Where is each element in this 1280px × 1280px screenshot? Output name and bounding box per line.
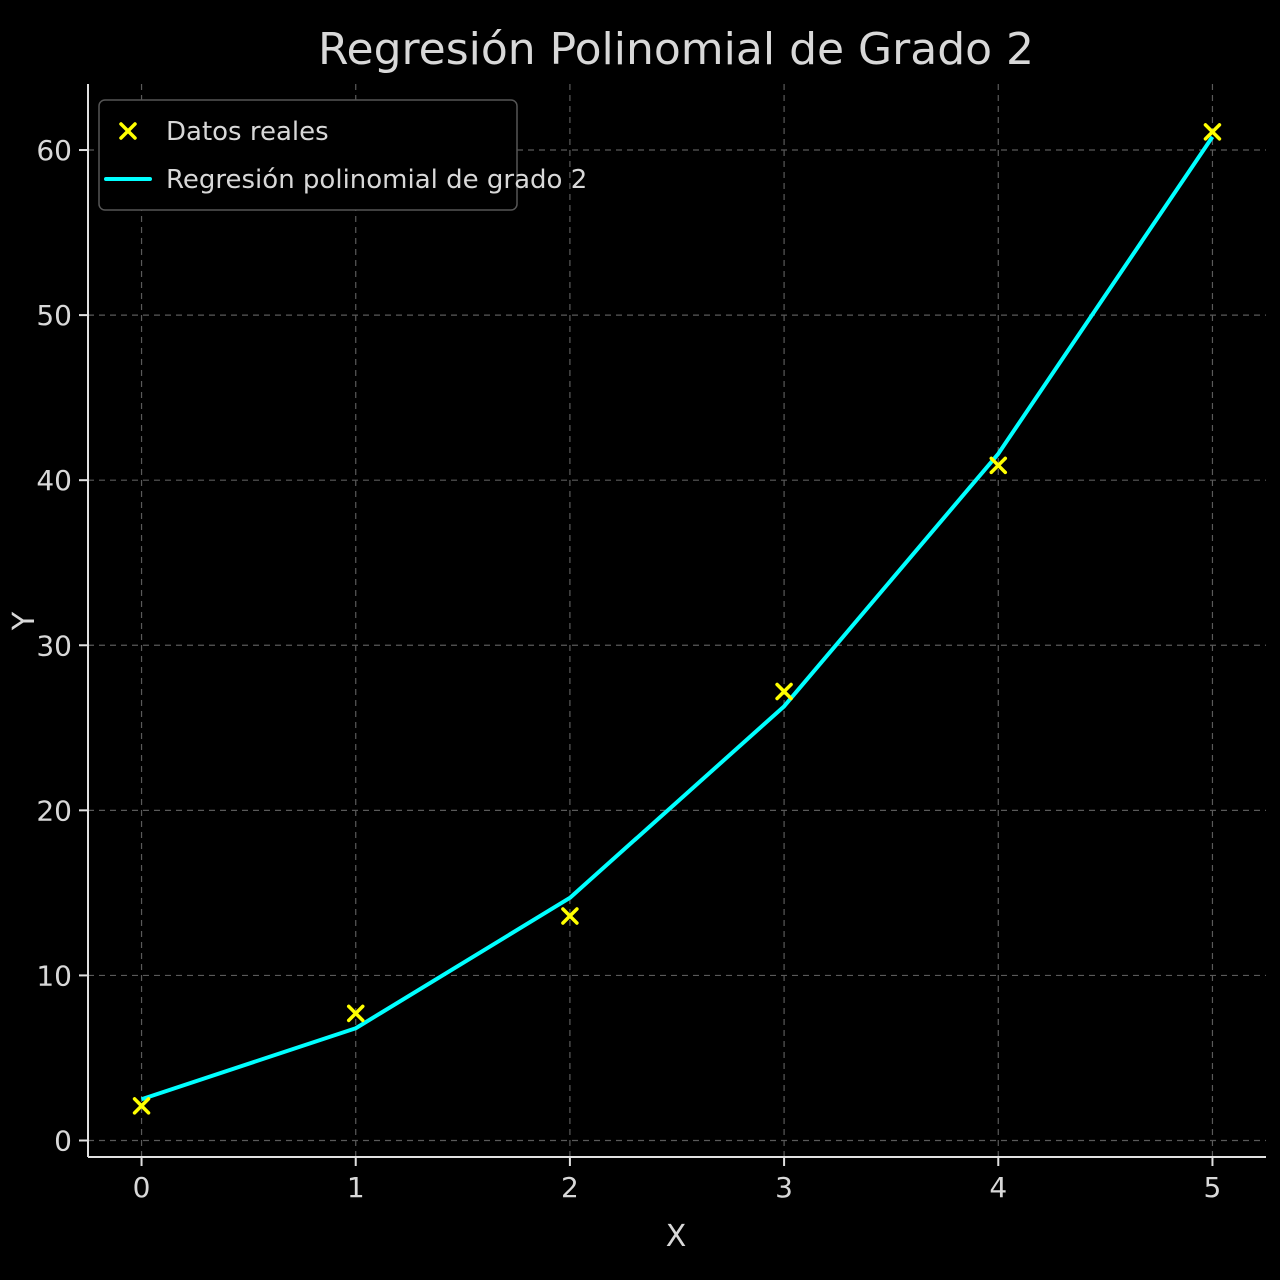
legend-marker-scatter (119, 122, 137, 140)
y-tick-label: 0 (54, 1124, 72, 1157)
data-point (1203, 123, 1222, 141)
y-tick-label: 20 (36, 794, 72, 827)
legend: Datos reales Regresión polinomial de grad… (98, 99, 587, 211)
data-point (989, 456, 1008, 475)
data-point (346, 1004, 365, 1023)
legend-label: Datos reales (166, 117, 329, 147)
y-tick-label: 50 (36, 299, 72, 332)
x-axis-label: X (666, 1219, 687, 1254)
regression-line (140, 135, 1215, 1102)
y-tick-label: 30 (36, 629, 72, 662)
y-tick-label: 40 (36, 464, 72, 497)
y-axis-label: Y (7, 611, 42, 631)
legend-box (98, 99, 518, 211)
x-tick-label: 5 (1204, 1171, 1222, 1204)
grid (88, 84, 1266, 1157)
data-point (132, 1097, 151, 1115)
x-tick-label: 4 (989, 1171, 1007, 1204)
data-point (775, 682, 793, 701)
x-tick-label: 2 (561, 1171, 579, 1204)
chart-title: Regresión Polinomial de Grado 2 (318, 24, 1034, 75)
plot-area (132, 123, 1222, 1115)
y-tick-label: 60 (36, 134, 72, 167)
x-tick-label: 3 (775, 1171, 793, 1204)
data-point (561, 907, 579, 925)
x-tick-label: 0 (133, 1171, 151, 1204)
x-tick-label: 1 (347, 1171, 365, 1204)
legend-label: Regresión polinomial de grado 2 (166, 165, 587, 195)
y-tick-label: 10 (36, 959, 72, 992)
